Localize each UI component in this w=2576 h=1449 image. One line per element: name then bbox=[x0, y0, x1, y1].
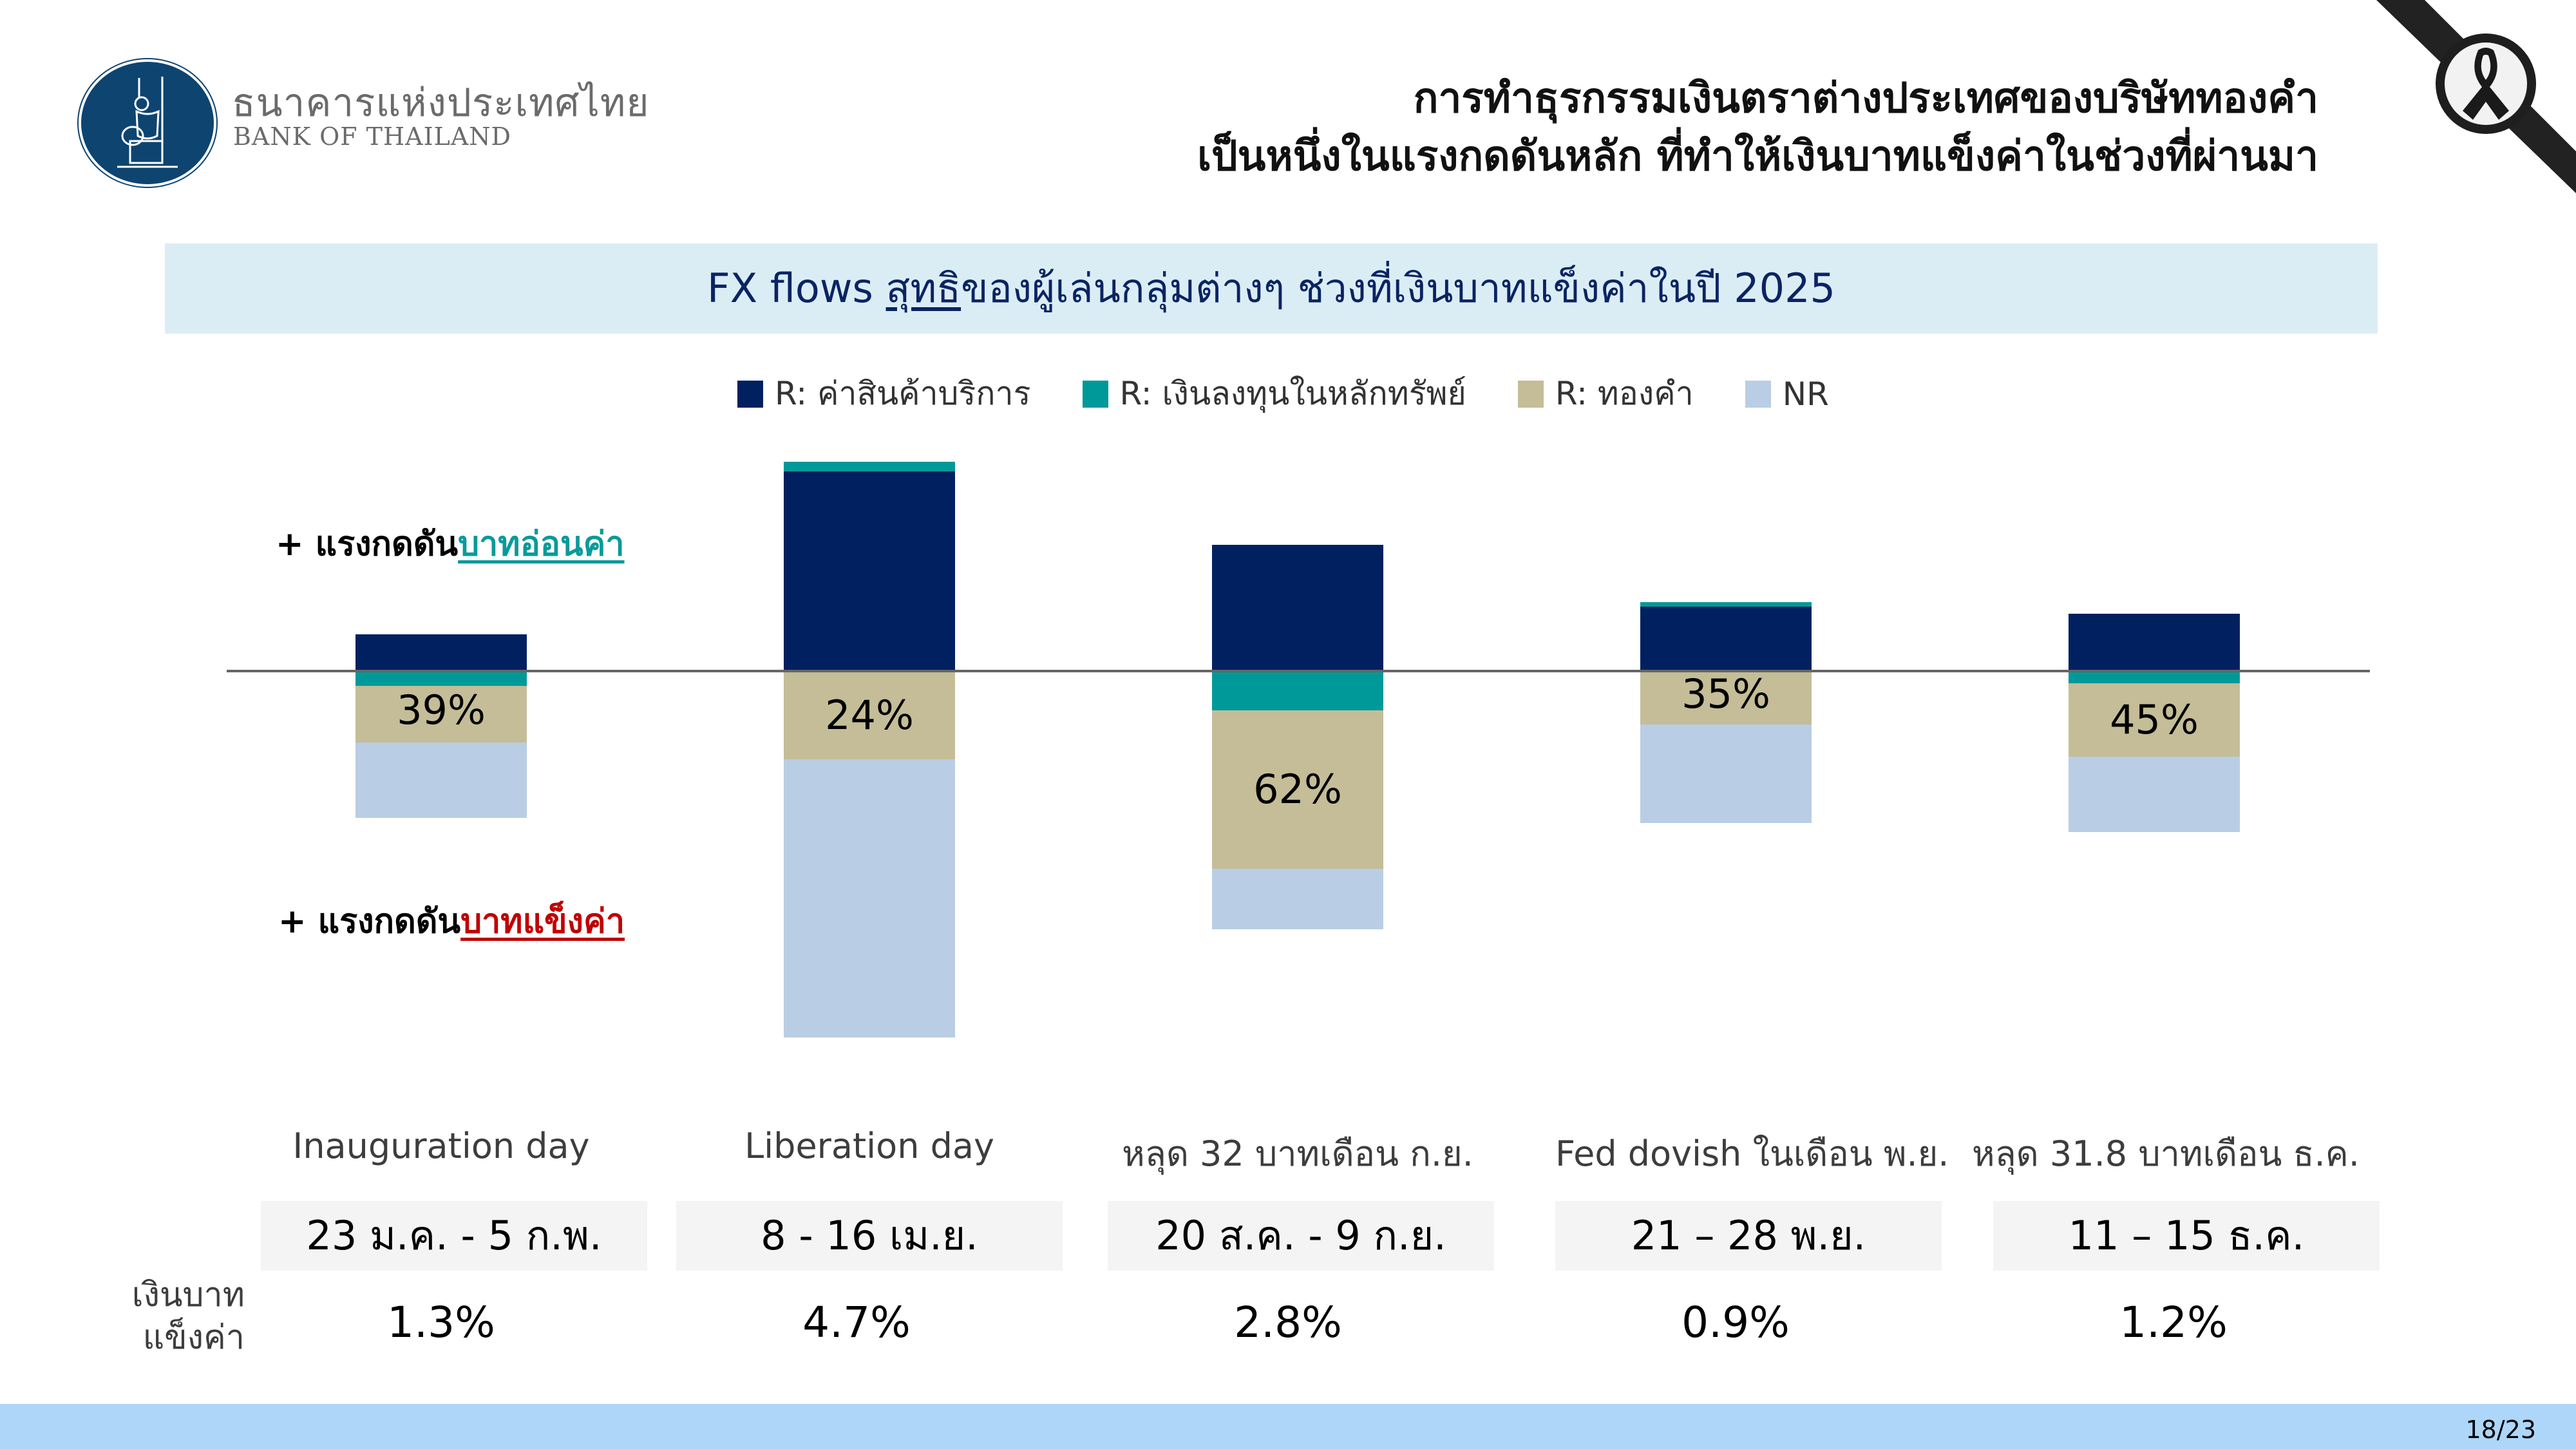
event-label: หลุด 31.8 บาทเดือน ธ.ค. bbox=[1972, 1133, 2360, 1174]
legend-label: R: ทองคำ bbox=[1555, 375, 1694, 412]
bar-segment bbox=[1212, 545, 1383, 671]
legend-swatch-navy bbox=[737, 380, 763, 408]
thb-appreciation-value: 2.8% bbox=[1234, 1298, 1342, 1347]
legend-swatch-tan bbox=[1517, 380, 1544, 408]
chart-title-suffix: ของผู้เล่นกลุ่มต่างๆ ช่วงที่เงินบาทแข็งค… bbox=[961, 265, 1835, 312]
bar-segment bbox=[1640, 607, 1812, 671]
annotation-prefix: + แรงกดดัน bbox=[276, 525, 459, 564]
page-title: การทำธุรกรรมเงินตราต่างประเทศของบริษัททอ… bbox=[1197, 70, 2318, 185]
row-label-line-2: แข็งค่า bbox=[142, 1318, 245, 1357]
event-period: 11 – 15 ธ.ค. bbox=[1993, 1201, 2380, 1271]
bank-name-thai: ธนาคารแห่งประเทศไทย bbox=[232, 80, 650, 126]
gold-share-label: 39% bbox=[397, 687, 486, 734]
bar-segment bbox=[355, 743, 527, 818]
legend-swatch-teal bbox=[1082, 380, 1108, 408]
annotation-prefix: + แรงกดดัน bbox=[278, 902, 461, 941]
bar-segment bbox=[355, 671, 527, 686]
zero-baseline bbox=[227, 670, 2370, 672]
garuda-deity-emblem-icon bbox=[117, 77, 178, 168]
annotation-emphasis: บาทแข็งค่า bbox=[460, 902, 625, 941]
bar-segment bbox=[1640, 602, 1812, 607]
event-label: หลุด 32 บาทเดือน ก.ย. bbox=[1122, 1133, 1473, 1174]
annotation-baht-strengthening: + แรงกดดันบาทแข็งค่า bbox=[278, 894, 625, 947]
legend-item-securities: R: เงินลงทุนในหลักทรัพย์ bbox=[1082, 368, 1466, 419]
thb-appreciation-value: 1.3% bbox=[387, 1298, 495, 1347]
row-label-thb-appreciation: เงินบาท แข็งค่า bbox=[109, 1274, 245, 1359]
chart-title-underlined: สุทธิ bbox=[886, 265, 961, 312]
thb-appreciation-value: 1.2% bbox=[2119, 1298, 2228, 1347]
bar-segment bbox=[1212, 671, 1383, 710]
event-label: Inauguration day bbox=[292, 1126, 590, 1166]
bar-segment bbox=[1212, 869, 1383, 929]
bar-segment: 45% bbox=[2069, 683, 2240, 757]
event-period: 20 ส.ค. - 9 ก.ย. bbox=[1108, 1201, 1494, 1271]
bar-segment bbox=[2069, 614, 2240, 671]
gold-share-label: 24% bbox=[825, 691, 914, 739]
footer-bar bbox=[0, 1404, 2576, 1449]
bar-segment: 39% bbox=[355, 686, 527, 743]
legend-label: R: เงินลงทุนในหลักทรัพย์ bbox=[1119, 375, 1466, 412]
thb-appreciation-value: 4.7% bbox=[802, 1298, 911, 1347]
event-period: 8 - 16 เม.ย. bbox=[676, 1201, 1063, 1271]
legend-item-nr: NR bbox=[1745, 375, 1829, 413]
row-label-line-1: เงินบาท bbox=[131, 1276, 245, 1314]
chart-title-band: FX flows สุทธิของผู้เล่นกลุ่มต่างๆ ช่วงท… bbox=[165, 243, 2378, 334]
event-label: Liberation day bbox=[744, 1126, 994, 1166]
bot-logo-seal bbox=[79, 59, 216, 187]
mourning-ribbon-icon bbox=[2376, 0, 2576, 193]
bar-segment bbox=[784, 759, 955, 1037]
gold-share-label: 45% bbox=[2110, 696, 2199, 743]
bar-segment bbox=[1640, 724, 1812, 823]
chart-title: FX flows สุทธิของผู้เล่นกลุ่มต่างๆ ช่วงท… bbox=[707, 257, 1835, 320]
legend-item-goods-services: R: ค่าสินค้าบริการ bbox=[737, 368, 1031, 419]
annotation-baht-weakening: + แรงกดดันบาทอ่อนค่า bbox=[276, 516, 625, 570]
page-title-line-1: การทำธุรกรรมเงินตราต่างประเทศของบริษัททอ… bbox=[1413, 75, 2318, 122]
event-label: Fed dovish ในเดือน พ.ย. bbox=[1555, 1133, 1949, 1174]
bar-segment bbox=[784, 462, 955, 471]
thb-appreciation-value: 0.9% bbox=[1681, 1298, 1790, 1347]
legend-swatch-light-blue bbox=[1745, 380, 1771, 408]
bar-segment bbox=[2069, 757, 2240, 832]
bar-segment: 24% bbox=[784, 671, 955, 759]
bar-segment: 62% bbox=[1212, 710, 1383, 869]
event-period: 23 ม.ค. - 5 ก.พ. bbox=[261, 1201, 647, 1271]
bar-segment bbox=[784, 471, 955, 671]
legend-item-gold: R: ทองคำ bbox=[1517, 368, 1694, 419]
bank-name-english: BANK OF THAILAND bbox=[233, 122, 512, 151]
chart-title-prefix: FX flows bbox=[707, 265, 886, 312]
event-period: 21 – 28 พ.ย. bbox=[1555, 1201, 1942, 1271]
page-number: 18/23 bbox=[2465, 1416, 2536, 1444]
bar-segment: 35% bbox=[1640, 671, 1812, 724]
page-title-line-2: เป็นหนึ่งในแรงกดดันหลัก ที่ทำให้เงินบาทแ… bbox=[1197, 133, 2318, 180]
chart-legend: R: ค่าสินค้าบริการ R: เงินลงทุนในหลักทรั… bbox=[737, 368, 1829, 419]
annotation-emphasis: บาทอ่อนค่า bbox=[458, 525, 625, 564]
gold-share-label: 62% bbox=[1253, 766, 1342, 813]
legend-label: R: ค่าสินค้าบริการ bbox=[775, 375, 1031, 412]
legend-label: NR bbox=[1782, 375, 1829, 413]
bar-segment bbox=[2069, 671, 2240, 683]
bar-segment bbox=[355, 634, 527, 671]
gold-share-label: 35% bbox=[1681, 670, 1770, 717]
